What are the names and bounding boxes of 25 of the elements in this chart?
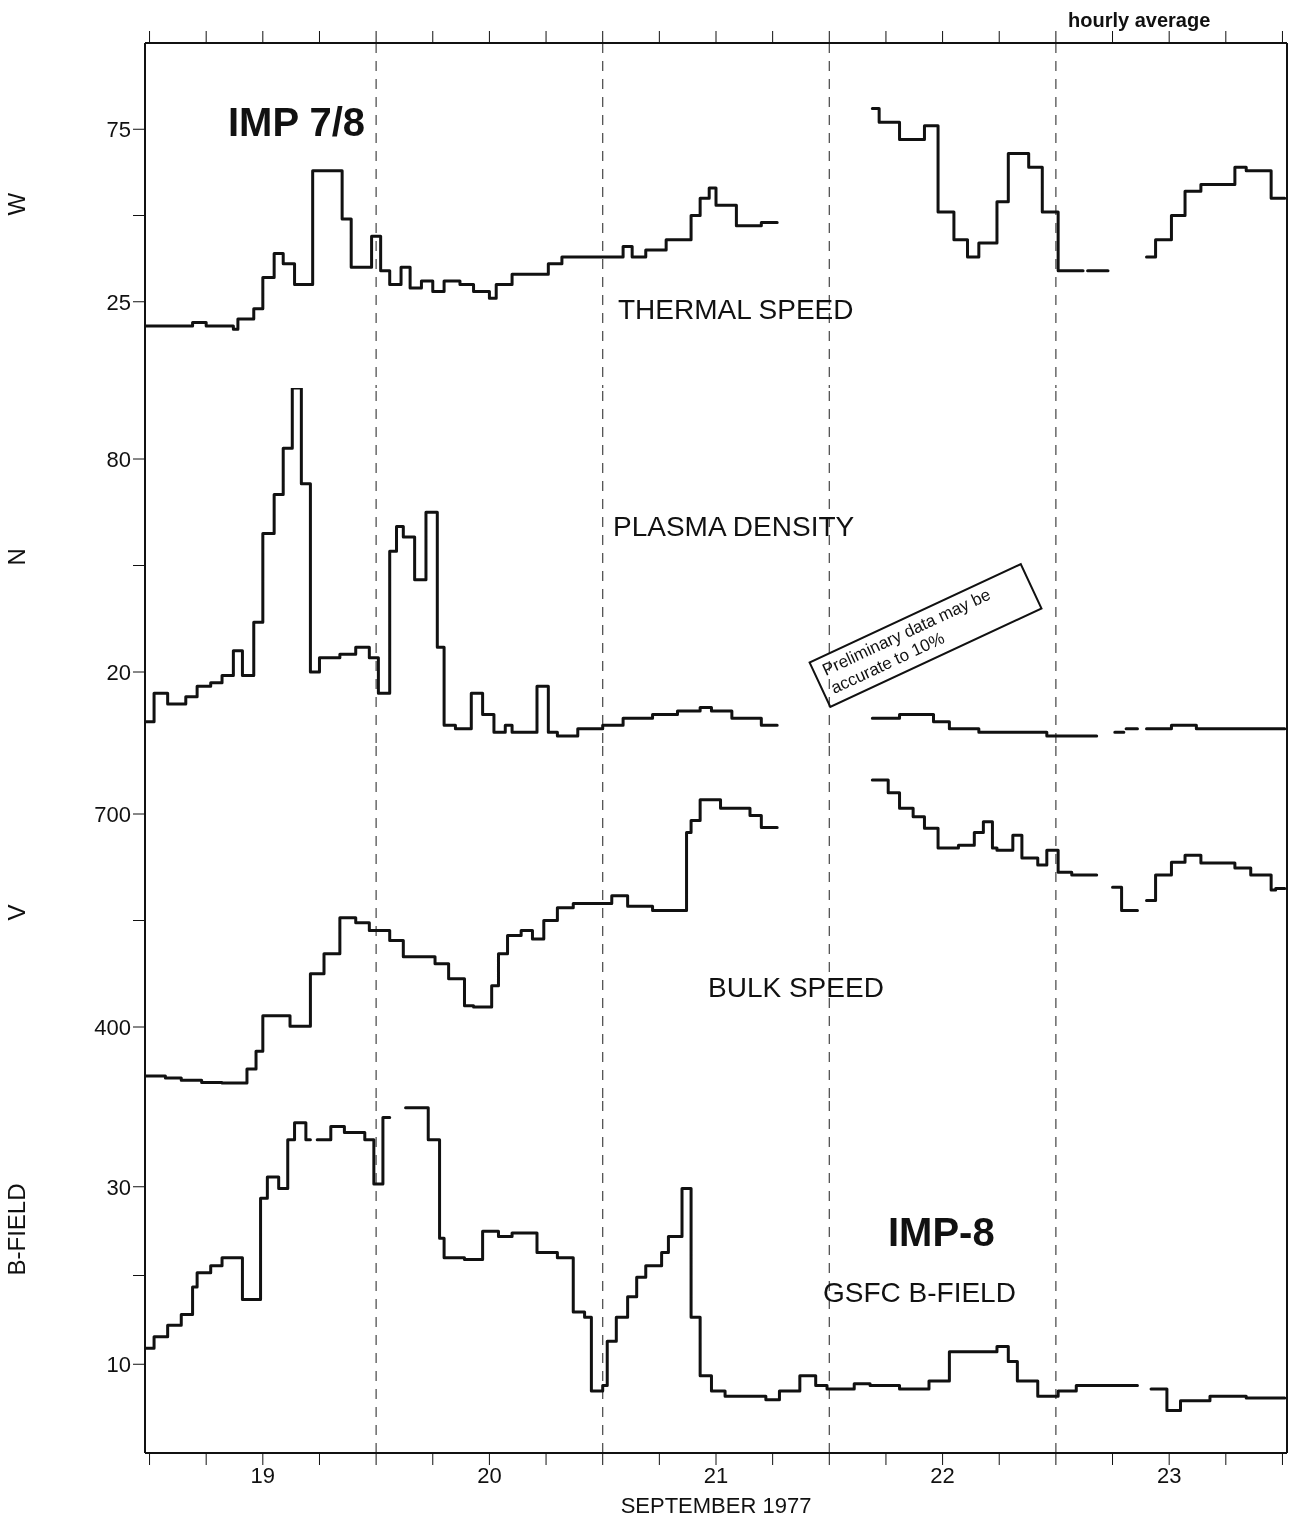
x-axis-title: SEPTEMBER 1977 [620,1493,812,1518]
text: hourly average [1068,8,1211,32]
x-tick-label: 21 [703,1462,729,1488]
y-axis-title: W [2,192,30,216]
y-axis-title: V [2,904,30,921]
y-axis-title: B-FIELD [2,1183,30,1276]
y-tick-label: 80 [106,446,131,472]
y-tick-label: 30 [106,1174,131,1200]
y-axis-title: N [2,548,30,566]
annotation: IMP-8 [888,1209,995,1256]
y-tick-label: 400 [94,1014,131,1040]
y-tick-label: 20 [106,659,131,685]
annotation: PLASMA DENSITY [613,510,855,544]
y-tick-label: 25 [106,289,131,315]
annotation: BULK SPEED [708,971,884,1005]
x-tick-label: 20 [477,1462,502,1488]
annotation: IMP 7/8 [228,99,366,146]
annotation: THERMAL SPEED [618,293,854,327]
y-tick-label: 700 [94,801,131,827]
x-tick-label: 19 [250,1462,276,1488]
y-tick-label: 75 [106,117,131,143]
y-tick-label: 10 [106,1352,131,1378]
x-tick-label: 22 [930,1462,955,1488]
annotation: GSFC B-FIELD [823,1276,1016,1310]
x-tick-label: 23 [1156,1462,1182,1488]
